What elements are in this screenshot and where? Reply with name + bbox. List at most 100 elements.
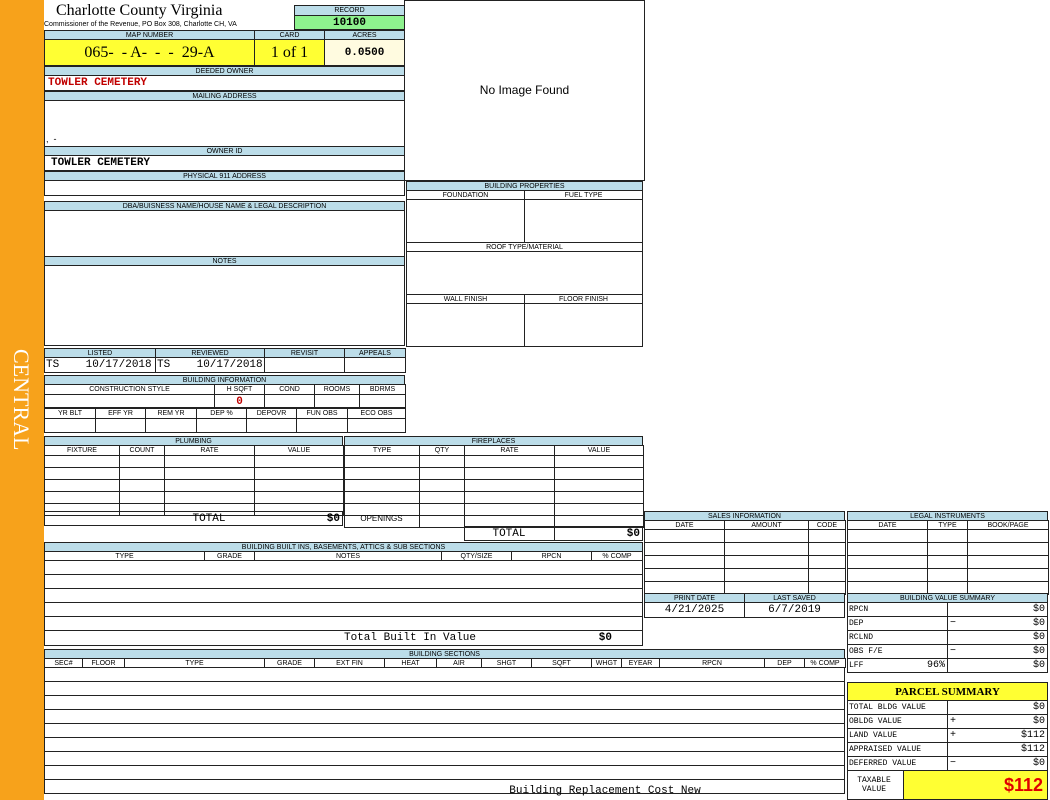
row-value: $112 [1020, 730, 1045, 741]
cell [44, 779, 845, 794]
cell [808, 529, 846, 543]
cell [724, 529, 809, 543]
cell [554, 515, 644, 528]
owner-id: TOWLER CEMETERY [44, 155, 405, 171]
row-value: $0 [1032, 604, 1045, 615]
sign: − [950, 758, 957, 769]
cell [44, 602, 643, 617]
deeded-owner: TOWLER CEMETERY [44, 75, 405, 91]
image-placeholder: No Image Found [479, 83, 570, 97]
cell [347, 418, 406, 433]
sidebar-label: CENTRAL [9, 349, 34, 451]
cell [644, 568, 725, 582]
total-label: TOTAL [192, 512, 226, 525]
total-label: Total Built In Value [343, 632, 477, 644]
cell [967, 568, 1049, 582]
total-value: $0 [326, 512, 340, 525]
last-saved: 6/7/2019 [744, 602, 845, 618]
cell [947, 658, 1048, 673]
subtitle: Commissioner of the Revenue, PO Box 308,… [44, 20, 237, 28]
sign: + [950, 716, 957, 727]
hsqft: 0 [236, 395, 243, 408]
cell [44, 695, 845, 710]
cell [246, 418, 297, 433]
cell [967, 555, 1049, 569]
cell [264, 357, 345, 373]
factor: 96% [926, 660, 945, 671]
row-label: DEP [849, 619, 864, 628]
cell [724, 555, 809, 569]
cell [644, 555, 725, 569]
cell [145, 418, 197, 433]
cell [44, 180, 405, 196]
cell [967, 529, 1049, 543]
cell [406, 199, 525, 243]
cell [847, 568, 928, 582]
cell [724, 568, 809, 582]
cell [44, 588, 643, 603]
cell [44, 709, 845, 724]
cell [95, 418, 146, 433]
cell [419, 515, 465, 528]
cell [296, 418, 348, 433]
cell [44, 265, 405, 346]
cell [196, 418, 247, 433]
parcel-summary-title: PARCEL SUMMARY [847, 682, 1048, 701]
total-value: $0 [598, 632, 612, 644]
row-label: DEFERRED VALUE [849, 759, 917, 768]
map-number: 065- - A- - - 29-A [44, 39, 255, 66]
sign: + [950, 730, 957, 741]
cell [44, 723, 845, 738]
sign: − [950, 618, 957, 629]
cell [44, 667, 845, 682]
taxable-label: TAXABLE VALUE [857, 776, 891, 794]
row-label: TOTAL BLDG VALUE [849, 703, 926, 712]
taxable-value: $112 [903, 770, 1048, 800]
cell [406, 303, 525, 347]
cell [967, 542, 1049, 556]
cell [847, 529, 928, 543]
cell [644, 529, 725, 543]
cell [524, 303, 643, 347]
record: 10100 [294, 15, 405, 30]
cell [254, 503, 344, 516]
cell [524, 199, 643, 243]
row-label: APPRAISED VALUE [849, 745, 922, 754]
cell [808, 555, 846, 569]
row-label: OBLDG VALUE [849, 717, 902, 726]
row-value: $112 [1020, 744, 1045, 755]
cell [0, 0, 44, 800]
cell [847, 555, 928, 569]
row-label: RCLND [849, 633, 874, 642]
sign: − [950, 646, 957, 657]
print-date: 4/21/2025 [644, 602, 745, 618]
cell [44, 616, 643, 631]
row-value: $0 [1032, 702, 1045, 713]
cell [808, 568, 846, 582]
cell [927, 568, 968, 582]
total-label: TOTAL [492, 527, 526, 540]
listed: TS 10/17/2018 [46, 359, 152, 371]
cell [44, 394, 215, 408]
cell [44, 511, 343, 526]
acres: 0.0500 [324, 39, 405, 66]
openings-label: OPENINGS [360, 514, 403, 523]
row-value: $0 [1032, 632, 1045, 643]
cell [44, 210, 405, 257]
cell [847, 542, 928, 556]
cell [44, 630, 643, 646]
cell [44, 418, 96, 433]
row-label: OBS F/E [849, 647, 883, 656]
cell [927, 555, 968, 569]
total-value: $0 [626, 527, 640, 540]
cell [314, 394, 360, 408]
mailing-address: , - [46, 134, 57, 144]
row-value: $0 [1032, 618, 1045, 629]
cell [359, 394, 406, 408]
row-value: $0 [1032, 660, 1045, 671]
cell [44, 737, 845, 752]
cell [644, 542, 725, 556]
footer-label: Building Replacement Cost New [509, 785, 701, 797]
row-value: $0 [1032, 716, 1045, 727]
cell [927, 542, 968, 556]
